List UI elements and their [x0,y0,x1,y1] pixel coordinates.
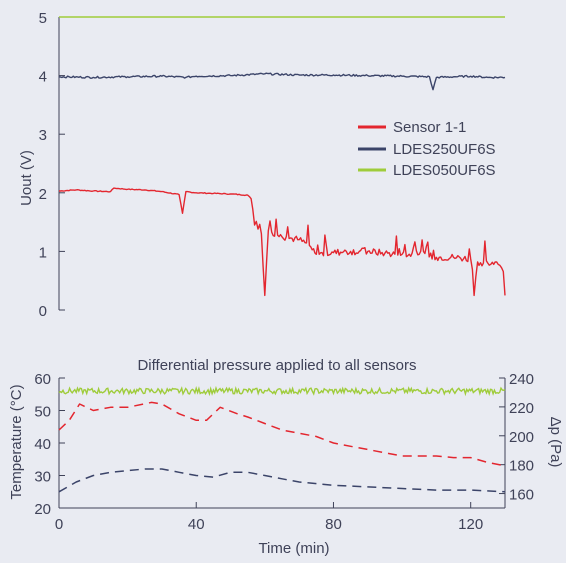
legend: Sensor 1-1 LDES250UF6S LDES050UF6S [358,119,496,179]
bottom-axes: 20 30 40 50 60 160 180 200 220 240 0 40 80 120 [34,371,534,533]
bottom-y-tick-label: 30 [34,469,51,486]
bottom-ylabel: Temperature (°C) [8,384,25,499]
bottom-xlabel: Time (min) [258,540,329,557]
bottom-y-tick-label: 20 [34,501,51,518]
bottom-series-line-2 [58,468,506,493]
bottom-y2-tick-label: 160 [509,487,534,504]
bottom-y-tick-label: 40 [34,436,51,453]
top-y-tick-label: 0 [39,303,47,320]
top-series-line-1 [59,187,506,297]
bottom-y2-tick-label: 240 [509,371,534,388]
bottom-series-group [58,385,506,493]
top-y-tick-label: 2 [39,186,47,203]
bottom-y2-tick-label: 180 [509,458,534,475]
bottom-series-line-3 [58,385,506,397]
bottom-series-line-1 [58,401,506,467]
bottom-x-tick-label: 120 [458,516,483,533]
bottom-y-tick-label: 50 [34,404,51,421]
top-axes: 0 1 2 3 4 5 [39,10,65,320]
bottom-y2label: Δp (Pa) [547,417,564,468]
bottom-y-tick-label: 60 [34,371,51,388]
bottom-x-tick-label: 80 [325,516,342,533]
bottom-y2-tick-label: 220 [509,400,534,417]
top-y-tick-label: 1 [39,244,47,261]
legend-label-sensor: Sensor 1-1 [393,119,466,136]
legend-label-ldes050: LDES050UF6S [393,162,496,179]
bottom-x-tick-label: 0 [55,516,63,533]
bottom-title: Differential pressure applied to all sen… [137,357,416,374]
top-y-tick-label: 5 [39,10,47,27]
bottom-y2-tick-label: 200 [509,429,534,446]
top-y-tick-label: 3 [39,127,47,144]
bottom-x-tick-label: 40 [188,516,205,533]
top-y-tick-label: 4 [39,69,47,86]
top-ylabel: Uout (V) [18,150,35,206]
legend-label-ldes250: LDES250UF6S [393,141,496,158]
top-series-group [58,16,506,297]
top-series-line-2 [58,72,506,91]
